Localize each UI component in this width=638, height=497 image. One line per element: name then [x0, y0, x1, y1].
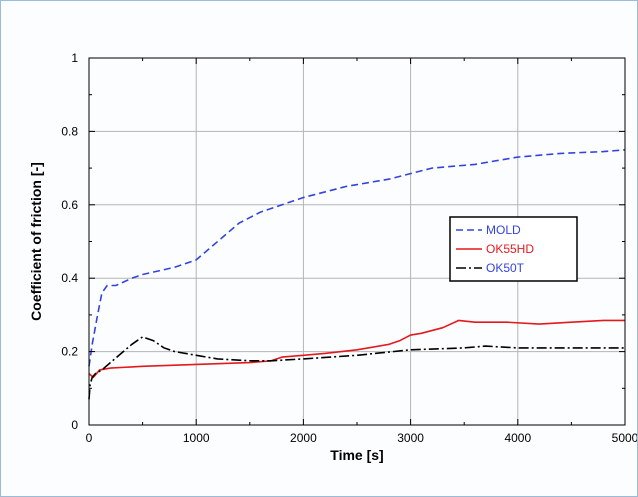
series-layer — [88, 149, 626, 400]
legend-items: MOLD OK55HD OK50T — [456, 223, 534, 275]
legend-label-ok50t: OK50T — [486, 261, 525, 275]
legend-label-mold: MOLD — [486, 223, 521, 237]
series-line-ok50t — [88, 336, 625, 400]
x-tick-label: 1000 — [183, 431, 210, 445]
x-axis-title: Time [s] — [330, 447, 383, 463]
series-line-mold — [88, 149, 626, 367]
tick-layer: 0 1000 2000 3000 4000 5000 0 0.2 0.4 0.6 0.8 1 — [61, 51, 637, 445]
legend: MOLD OK55HD OK50T — [449, 216, 578, 282]
y-tick-label: 0.6 — [61, 198, 78, 212]
x-tick-label: 0 — [86, 431, 93, 445]
y-tick-label: 1 — [71, 51, 78, 65]
legend-label-ok55hd: OK55HD — [486, 242, 534, 256]
y-axis-title: Coefficient of friction [-] — [28, 162, 44, 321]
series-line-ok55hd — [88, 319, 625, 379]
y-tick-label: 0.4 — [61, 271, 78, 285]
x-tick-label: 3000 — [397, 431, 424, 445]
y-tick-label: 0 — [71, 418, 78, 432]
x-tick-label: 5000 — [612, 431, 637, 445]
x-tick-label: 2000 — [290, 431, 317, 445]
y-tick-label: 0.8 — [61, 124, 78, 138]
x-tick-label: 4000 — [504, 431, 531, 445]
y-tick-label: 0.2 — [61, 345, 78, 359]
